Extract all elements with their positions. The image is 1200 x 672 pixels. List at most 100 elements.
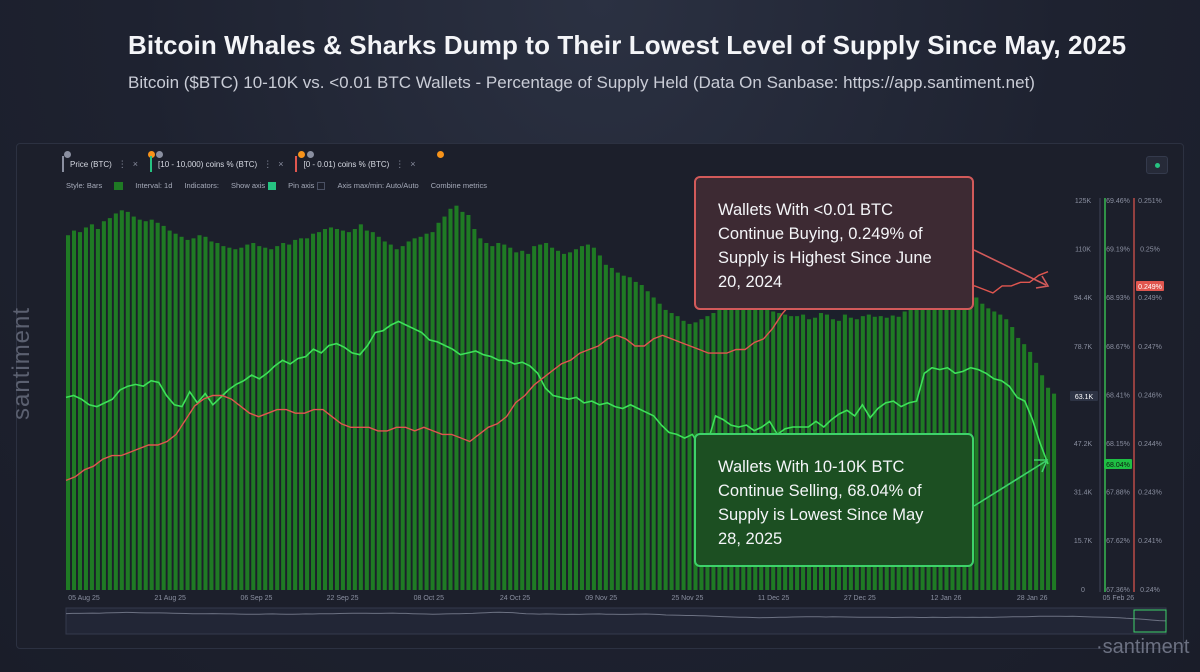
indicators-select[interactable]: Indicators: [184, 181, 219, 190]
y-tick-label: 67.62% [1106, 538, 1130, 545]
price-bar [980, 303, 985, 590]
price-bar [179, 236, 184, 591]
price-bar [77, 232, 83, 590]
y-tick-label: 0 [1081, 587, 1085, 594]
price-bar [334, 229, 339, 590]
price-bar [1010, 327, 1015, 590]
price-bar [155, 222, 160, 590]
combine-metrics-button[interactable]: Combine metrics [430, 181, 487, 190]
x-tick-label: 25 Nov 25 [671, 595, 703, 602]
price-bar [322, 229, 328, 590]
y-tick-label: 67.36% [1106, 587, 1130, 594]
price-bar [149, 219, 154, 591]
price-bar [125, 211, 130, 590]
close-icon[interactable]: × [132, 159, 139, 169]
price-bar [95, 229, 100, 590]
navigator-price-line [65, 611, 1167, 622]
interval-select[interactable]: Interval: 1d [135, 181, 173, 190]
price-bar [998, 314, 1003, 590]
price-bar [418, 236, 423, 591]
price-bar [532, 246, 537, 590]
price-bar [269, 249, 274, 591]
y-tick-label: 68.41% [1106, 392, 1130, 399]
y-tick-label: 69.46% [1106, 198, 1130, 205]
more-icon[interactable]: ⋮ [263, 158, 273, 169]
price-bar [484, 243, 489, 590]
metric-tabs: Price (BTC) ⋮ × [10 - 10,000) coins % (B… [62, 156, 422, 172]
chart-subtitle: Bitcoin ($BTC) 10-10K vs. <0.01 BTC Wall… [128, 73, 1035, 92]
price-bar [185, 239, 190, 590]
price-bar [364, 230, 369, 590]
y-tick-label: 0.247% [1138, 344, 1162, 351]
price-bar [621, 275, 626, 590]
metric-tab-price[interactable]: Price (BTC) ⋮ × [62, 156, 144, 172]
price-bar [352, 229, 357, 590]
pin-axis-toggle[interactable]: Pin axis [288, 181, 326, 191]
price-bar [239, 247, 244, 590]
more-icon[interactable]: ⋮ [395, 158, 405, 169]
price-bar [675, 316, 680, 590]
x-tick-label: 11 Dec 25 [758, 595, 789, 602]
metric-tab-small-wallets[interactable]: [0 - 0.01) coins % (BTC) ⋮ × [295, 156, 421, 172]
x-tick-label: 05 Aug 25 [68, 595, 100, 602]
chart-title: Bitcoin Whales & Sharks Dump to Their Lo… [128, 30, 1127, 60]
y-tick-label: 0.25% [1140, 247, 1160, 254]
y-tick-label: 47.2K [1074, 441, 1093, 448]
price-bar [424, 233, 429, 590]
price-bar [119, 210, 124, 590]
price-bar [436, 222, 441, 590]
price-bar [974, 297, 979, 590]
chart-toolbar: Style: Bars Interval: 1d Indicators: Sho… [66, 181, 487, 191]
price-bar [514, 252, 519, 590]
price-bar [1046, 387, 1051, 590]
price-bar [591, 247, 596, 590]
x-tick-label: 21 Aug 25 [154, 595, 186, 602]
y-tick-label: 68.15% [1106, 441, 1130, 448]
close-icon[interactable]: × [278, 159, 284, 169]
close-icon[interactable]: × [410, 159, 416, 169]
price-bar [490, 246, 495, 590]
price-bar [281, 243, 286, 590]
price-bar [1016, 337, 1021, 590]
price-bar [466, 215, 471, 590]
x-tick-label: 06 Sep 25 [240, 595, 272, 602]
price-bar [657, 303, 662, 590]
y-tick-label: 0.243% [1138, 490, 1162, 497]
price-bar [502, 244, 507, 590]
style-select[interactable]: Style: Bars [66, 181, 103, 190]
show-axis-toggle[interactable]: Show axis [231, 181, 277, 191]
more-icon[interactable]: ⋮ [117, 158, 127, 169]
price-bar [448, 208, 453, 590]
callout-small-wallets: Wallets With <0.01 BTC Continue Buying, … [694, 176, 974, 310]
price-bar [370, 232, 375, 590]
lock-icon [307, 151, 314, 158]
santiment-watermark-corner: ·santiment [1096, 636, 1190, 658]
x-tick-label: 22 Sep 25 [327, 595, 359, 602]
price-bar [167, 230, 172, 590]
price-bar [394, 249, 399, 591]
price-bar [287, 244, 292, 590]
axis-minmax-select[interactable]: Axis max/min: Auto/Auto [337, 181, 419, 190]
price-bar [197, 235, 202, 591]
navigator-handle [1133, 609, 1167, 633]
small-current-label-bg [1136, 281, 1164, 291]
price-bar [639, 285, 644, 590]
price-bar [340, 230, 345, 590]
price-bar [328, 227, 333, 590]
price-bar [567, 252, 573, 590]
price-bar [633, 281, 638, 590]
price-bar [388, 244, 393, 590]
metric-tab-label: [10 - 10,000) coins % (BTC) [158, 159, 258, 169]
live-toggle-button[interactable] [1146, 156, 1168, 174]
price-bar [161, 225, 166, 590]
metric-tab-whales[interactable]: [10 - 10,000) coins % (BTC) ⋮ × [150, 156, 289, 172]
price-bar [1004, 319, 1009, 590]
color-swatch[interactable] [114, 181, 124, 190]
price-bar [496, 243, 501, 590]
price-bar [544, 243, 549, 590]
x-tick-label: 08 Oct 25 [414, 595, 444, 602]
price-bar [1052, 393, 1057, 590]
price-bar [687, 323, 692, 590]
price-bar [627, 277, 632, 590]
y-tick-label: 68.67% [1106, 344, 1130, 351]
